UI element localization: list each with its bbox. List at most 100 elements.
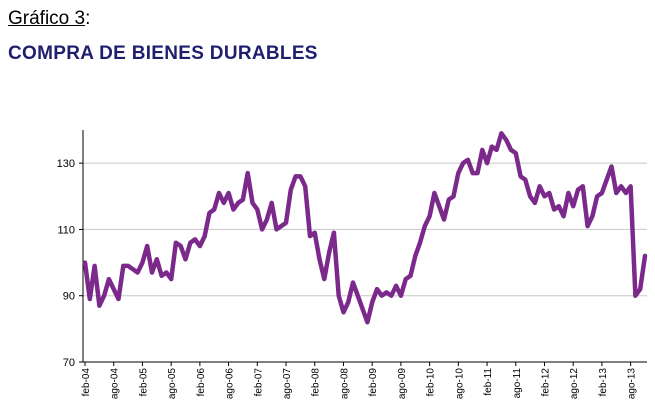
data-point	[371, 301, 374, 304]
x-tick-label: feb-08	[311, 368, 322, 397]
data-point	[98, 304, 101, 307]
data-point	[136, 271, 139, 274]
data-point	[88, 297, 92, 301]
data-point	[342, 311, 345, 314]
data-point	[208, 211, 211, 215]
y-tick-labels: 70 90 110 130	[57, 158, 75, 369]
data-point	[260, 228, 264, 231]
data-point	[624, 191, 628, 195]
axes	[79, 130, 647, 366]
data-point	[351, 281, 355, 284]
x-tick-label: feb-09	[368, 368, 379, 397]
data-point	[390, 294, 393, 297]
chart-title: COMPRA DE BIENES DURABLES	[8, 43, 318, 64]
figure-number: Gráfico 3	[8, 8, 86, 29]
data-point	[586, 224, 589, 228]
y-tick-label: 130	[57, 158, 75, 170]
data-point	[591, 215, 594, 218]
data-point	[461, 161, 465, 165]
data-point	[557, 205, 560, 208]
data-point	[567, 191, 570, 195]
x-tick-label: ago-10	[454, 368, 465, 400]
x-tick-label: ago-11	[512, 368, 523, 399]
data-point	[241, 198, 245, 201]
x-tick-label: ago-05	[167, 368, 178, 400]
data-point	[385, 291, 388, 294]
data-point	[457, 171, 460, 175]
data-point	[524, 178, 527, 181]
x-tick-label: feb-07	[253, 368, 264, 397]
data-point	[495, 148, 498, 152]
data-point	[289, 188, 292, 191]
data-point	[237, 201, 240, 205]
data-point	[313, 231, 316, 234]
data-point	[213, 208, 216, 211]
data-point	[452, 195, 455, 198]
data-point	[562, 215, 565, 218]
data-point	[481, 148, 484, 152]
data-point	[93, 264, 96, 268]
x-tick-label: feb-05	[138, 368, 149, 397]
data-point	[356, 294, 359, 297]
x-tick-label: feb-12	[540, 368, 551, 397]
data-point	[227, 191, 230, 195]
x-tick-label: feb-11	[483, 368, 494, 396]
data-point	[150, 271, 154, 274]
data-point	[294, 175, 297, 178]
figure-label: Gráfico 3:	[8, 8, 90, 30]
data-point	[380, 294, 383, 297]
data-point	[552, 208, 556, 211]
data-point	[519, 175, 522, 178]
data-point	[509, 148, 513, 152]
data-point	[605, 178, 608, 181]
data-point	[83, 261, 87, 264]
data-point	[122, 264, 125, 268]
data-point	[428, 215, 431, 218]
data-point	[447, 198, 450, 201]
data-point	[170, 277, 173, 281]
data-point	[327, 251, 331, 254]
data-point	[337, 294, 340, 297]
data-point	[198, 244, 202, 248]
data-point	[500, 132, 503, 135]
data-point	[270, 201, 273, 205]
data-point	[619, 185, 623, 188]
data-point	[184, 258, 187, 261]
data-point	[232, 208, 235, 211]
x-tick-labels: feb-04 ago-04 feb-05 ago-05 feb-06 ago-06 feb-…	[81, 368, 638, 400]
y-tick-label: 90	[63, 291, 75, 303]
data-point	[251, 201, 254, 205]
data-point	[639, 287, 642, 291]
x-tick-label: ago-07	[282, 368, 293, 400]
x-tick-label: ago-04	[110, 368, 121, 400]
data-point	[347, 301, 350, 304]
data-point	[256, 208, 259, 211]
x-tick-label: ago-13	[627, 368, 638, 400]
data-point	[610, 165, 613, 168]
data-point	[543, 195, 546, 198]
x-tick-label: feb-04	[81, 368, 92, 397]
data-point	[634, 294, 637, 297]
data-point	[165, 271, 168, 274]
data-point	[466, 158, 470, 161]
data-point	[433, 191, 436, 195]
data-point	[284, 221, 288, 224]
data-point	[366, 321, 369, 324]
data-point	[505, 138, 508, 142]
data-point	[193, 238, 197, 241]
data-point	[280, 224, 283, 228]
gridlines	[83, 162, 647, 297]
data-point	[595, 195, 599, 198]
data-point	[189, 241, 192, 244]
data-point	[404, 277, 407, 281]
data-point	[581, 185, 584, 188]
data-point	[179, 244, 182, 248]
data-point	[265, 218, 269, 221]
data-point	[146, 244, 149, 248]
data-point	[299, 175, 302, 178]
data-point	[318, 258, 321, 261]
x-tick-label: ago-06	[225, 368, 236, 400]
data-point	[528, 195, 532, 198]
data-point	[423, 224, 426, 228]
